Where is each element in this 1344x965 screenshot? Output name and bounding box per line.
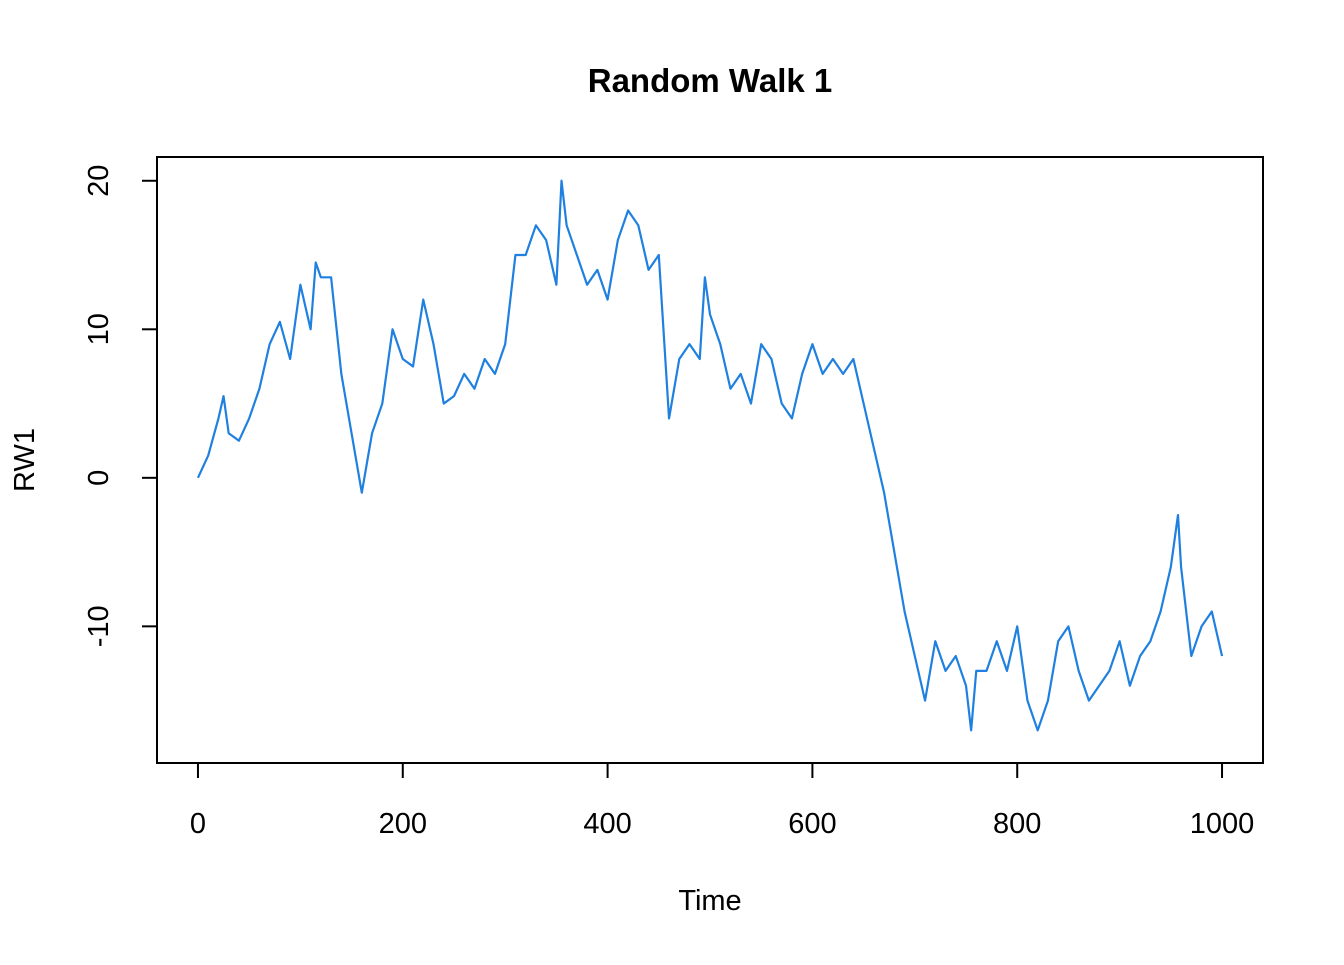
y-axis-label: RW1 bbox=[9, 428, 41, 492]
chart-title: Random Walk 1 bbox=[588, 62, 833, 99]
data-line bbox=[196, 179, 1224, 732]
y-tick-label: -10 bbox=[83, 605, 115, 647]
x-axis-label: Time bbox=[678, 885, 741, 917]
y-tick-label: 10 bbox=[83, 313, 115, 345]
x-tick-label: 200 bbox=[379, 808, 427, 840]
y-tick-label: 0 bbox=[83, 470, 115, 486]
x-tick-label: 600 bbox=[788, 808, 836, 840]
x-tick-label: 1000 bbox=[1190, 808, 1255, 840]
y-tick-label: 20 bbox=[83, 165, 115, 197]
plot-frame bbox=[156, 156, 1264, 764]
x-tick-label: 800 bbox=[993, 808, 1041, 840]
x-tick-label: 0 bbox=[190, 808, 206, 840]
x-tick-label: 400 bbox=[583, 808, 631, 840]
